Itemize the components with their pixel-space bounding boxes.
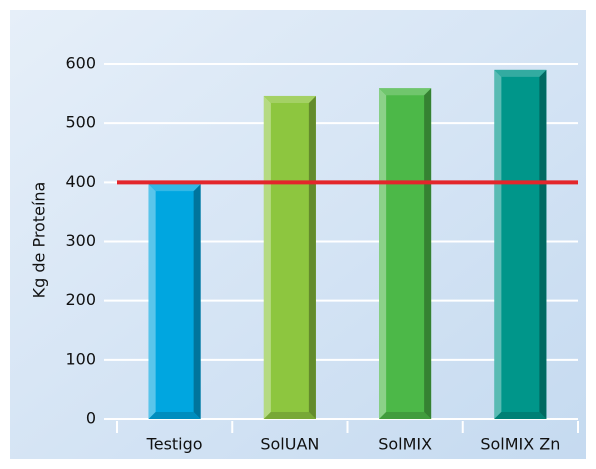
bar-bevel-right (424, 88, 432, 419)
bar-bevel-left (263, 95, 271, 419)
bar-bevel-bottom (148, 412, 201, 419)
bar (263, 95, 316, 419)
x-tick-label: SolUAN (260, 435, 319, 454)
y-tick-label: 0 (86, 409, 96, 428)
bar-bevel-top (494, 69, 547, 77)
bar-bevel-top (263, 95, 316, 103)
y-tick-label: 100 (65, 349, 96, 368)
y-tick-label: 300 (65, 231, 96, 250)
y-tick-label: 500 (65, 113, 96, 132)
bar-bevel-left (494, 69, 502, 420)
bar (148, 184, 201, 419)
y-tick-label: 200 (65, 290, 96, 309)
bar-bevel-top (379, 88, 432, 96)
x-tick-label: SolMIX Zn (480, 435, 560, 454)
bar-bevel-right (308, 95, 316, 419)
bar-bevel-bottom (494, 412, 547, 419)
bar-bevel-bottom (263, 412, 316, 419)
x-tick-label: Testigo (146, 435, 203, 454)
bar-bevel-right (193, 184, 201, 419)
y-axis-label: Kg de Proteína (30, 182, 49, 299)
x-tick-label: SolMIX (378, 435, 432, 454)
bar-bevel-top (148, 184, 201, 192)
bar-bevel-left (379, 88, 387, 419)
bar (494, 69, 547, 420)
bar-bevel-bottom (379, 412, 432, 419)
y-tick-label: 400 (65, 172, 96, 191)
bar (379, 88, 432, 419)
bar-bevel-right (539, 69, 547, 420)
y-tick-label: 600 (65, 54, 96, 73)
bar-bevel-left (148, 184, 156, 419)
